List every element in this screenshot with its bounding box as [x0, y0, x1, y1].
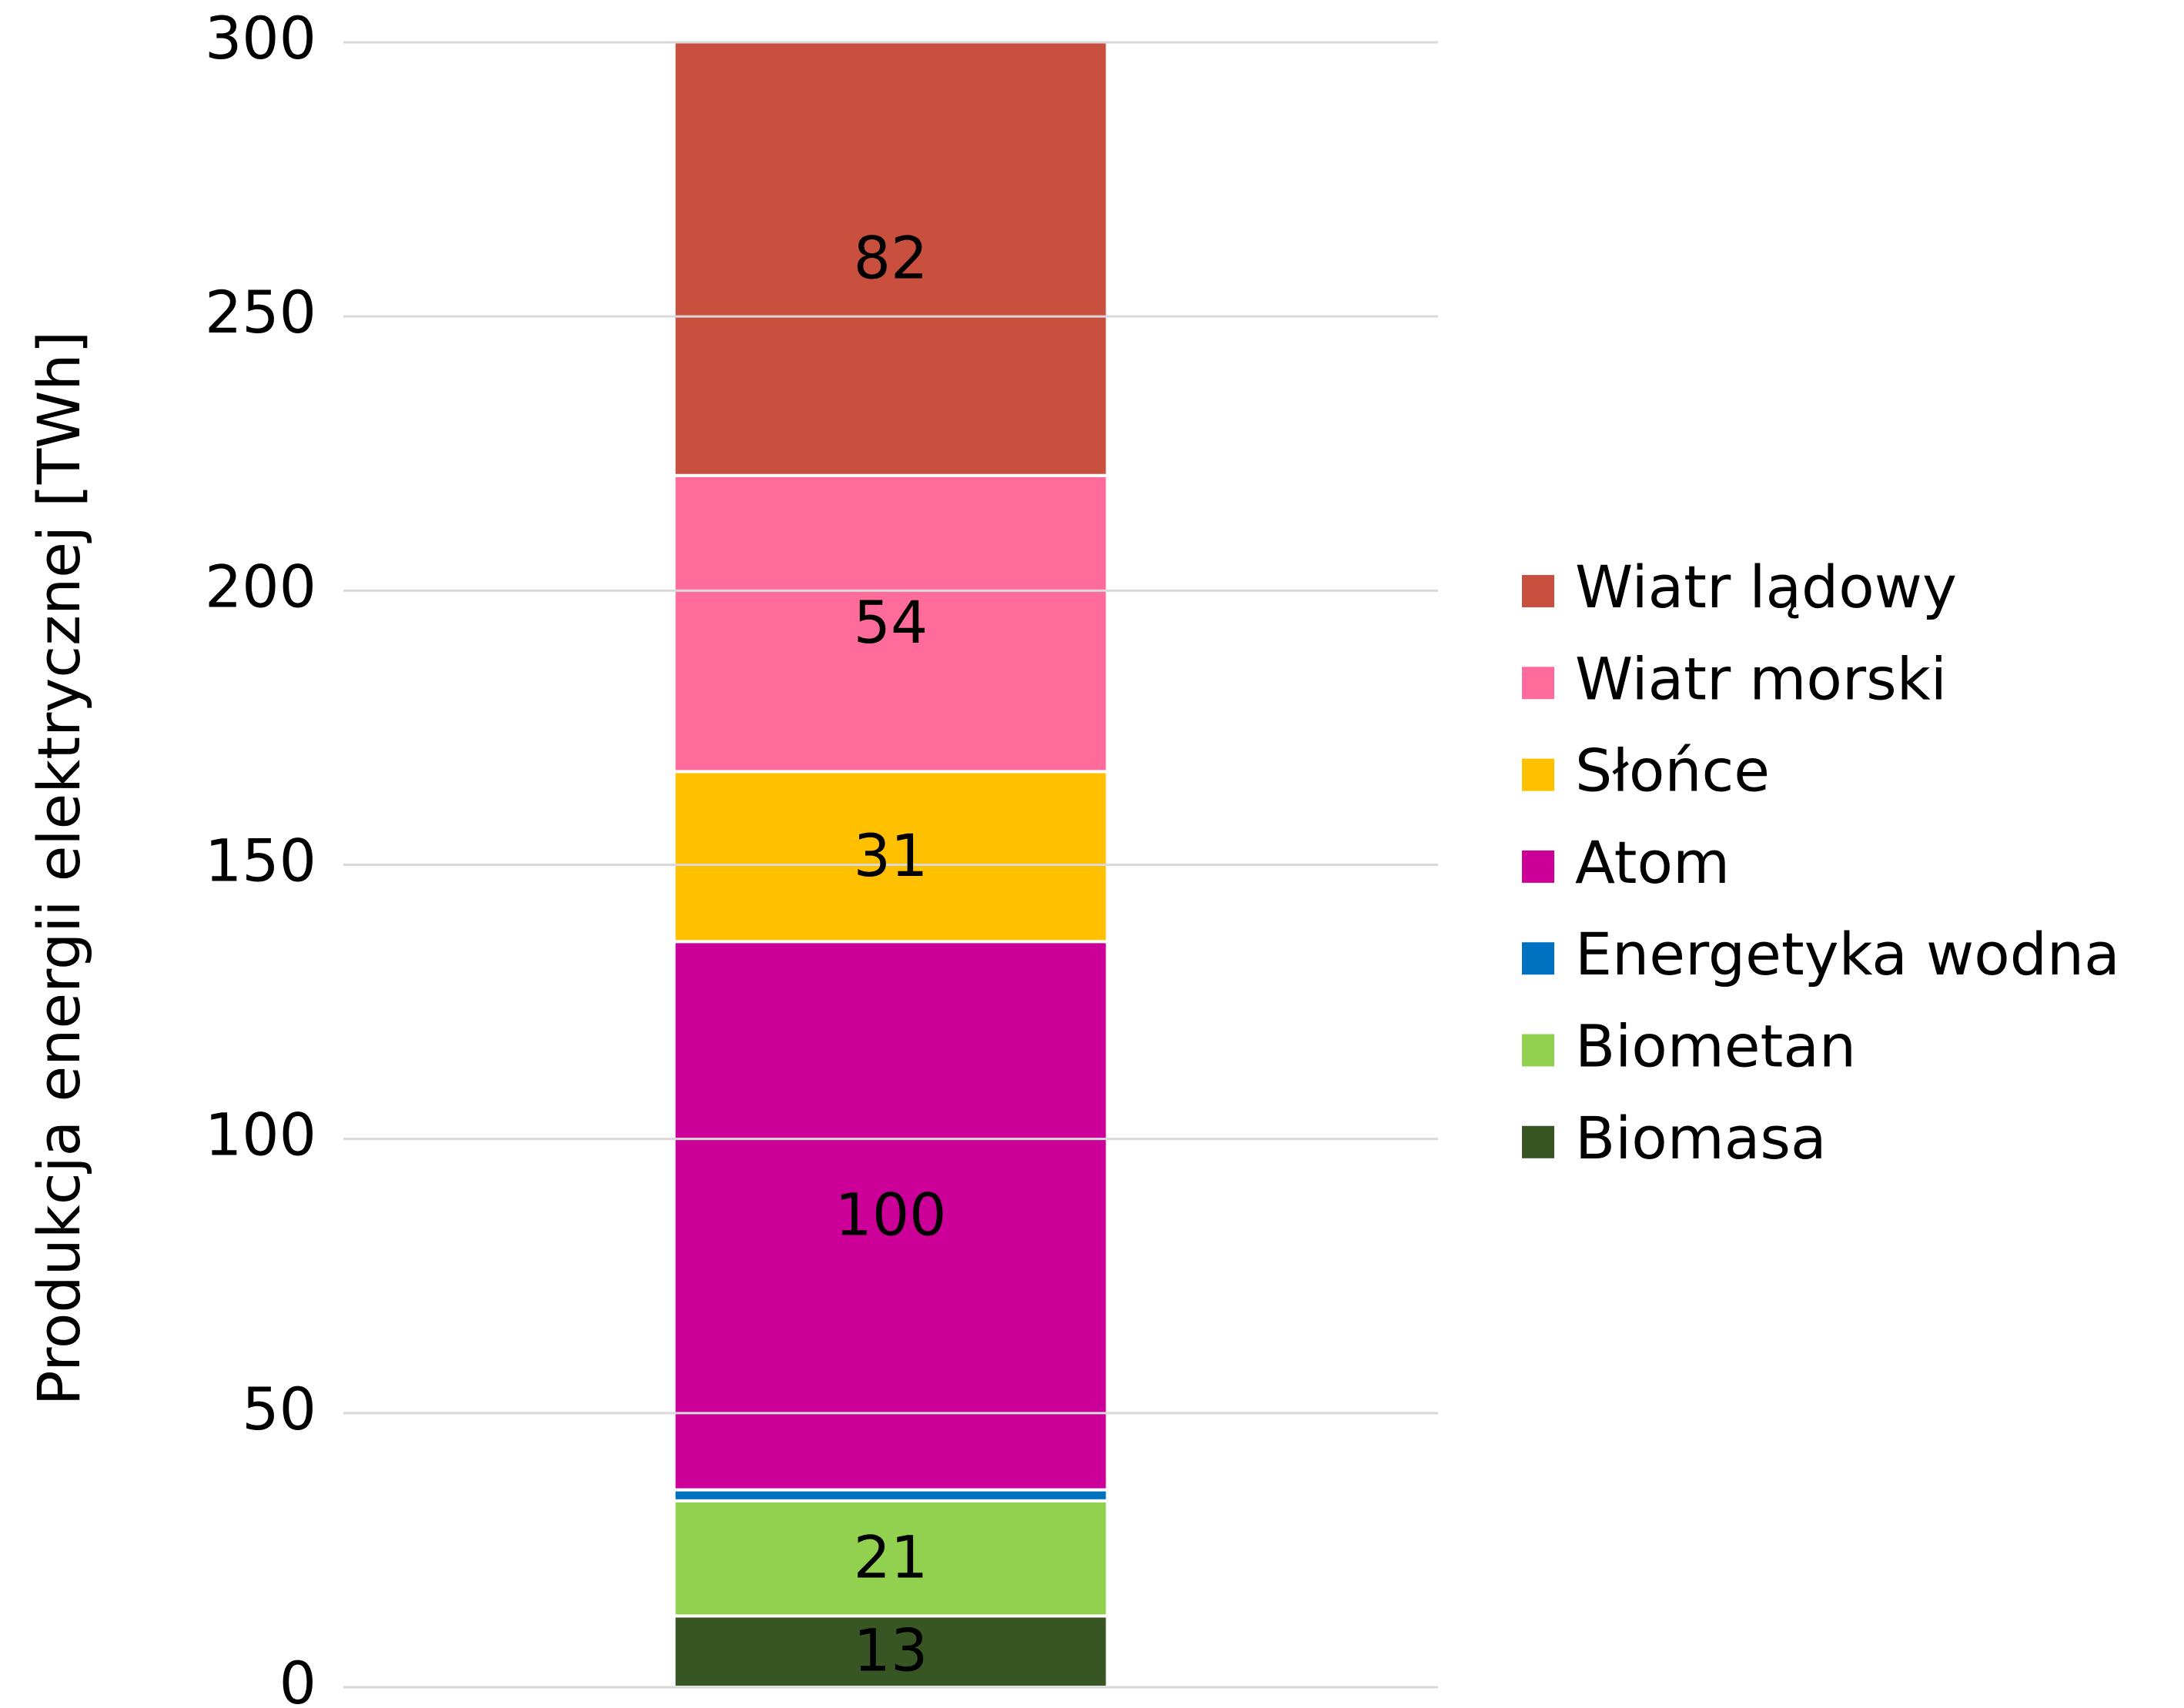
legend-swatch — [1522, 1034, 1554, 1067]
y-tick-label: 150 — [205, 826, 316, 894]
legend-label: Biometan — [1575, 1011, 1856, 1080]
y-tick-label: 100 — [205, 1101, 316, 1169]
legend-swatch — [1522, 850, 1554, 883]
bar-segment — [672, 770, 1109, 944]
legend-label: Słońce — [1575, 737, 1770, 805]
data-label: 100 — [834, 1180, 946, 1248]
legend-swatch — [1522, 667, 1554, 700]
data-label: 31 — [854, 821, 928, 890]
plot-area — [672, 42, 1109, 1687]
y-tick-label: 300 — [205, 4, 316, 72]
legend-swatch — [1522, 1125, 1554, 1158]
data-label: 13 — [854, 1616, 928, 1685]
data-label: 54 — [854, 588, 928, 657]
bar-segment — [672, 473, 1109, 774]
y-tick-label: 0 — [279, 1649, 316, 1708]
y-axis-title: Produkcja energii elektrycznej [TWh] — [25, 331, 93, 1406]
legend-label: Atom — [1575, 828, 1730, 897]
legend-label: Energetyka wodna — [1575, 920, 2120, 988]
legend-swatch — [1522, 575, 1554, 607]
bar-segment — [672, 1488, 1109, 1502]
legend-label: Wiatr lądowy — [1575, 553, 1957, 621]
legend-swatch — [1522, 758, 1554, 791]
y-tick-label: 200 — [205, 552, 316, 620]
bar-segment — [672, 940, 1109, 1492]
y-tick-label: 50 — [242, 1375, 316, 1443]
data-label: 82 — [854, 223, 928, 292]
bar-segment — [672, 42, 1109, 477]
legend-label: Biomasa — [1575, 1104, 1827, 1172]
bar-segment — [672, 1499, 1109, 1618]
y-tick-label: 250 — [205, 278, 316, 346]
legend-label: Wiatr morski — [1575, 644, 1947, 713]
data-label: 21 — [854, 1523, 928, 1592]
legend-swatch — [1522, 942, 1554, 975]
bar-segment — [672, 1614, 1109, 1687]
